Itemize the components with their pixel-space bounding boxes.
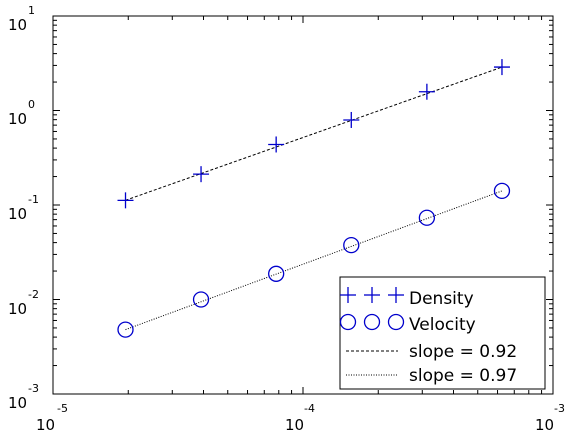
y-tick-label-2: 10 -2 (8, 288, 39, 318)
legend-item-density: Density (340, 287, 474, 309)
y-tick-label-3-base: 10 (8, 205, 27, 223)
x-tick-label-1-base: 10 (36, 416, 55, 434)
y-tick-label-5-base: 10 (8, 16, 27, 34)
legend-plus-marker-2 (364, 287, 380, 303)
y-tick-label-4-exp: 0 (28, 98, 35, 111)
velocity-point-3 (268, 265, 285, 282)
legend-label-slope-097: slope = 0.97 (409, 366, 517, 386)
y-tick-label-3: 10 -1 (8, 193, 39, 223)
axis-ticks (52, 15, 554, 395)
velocity-point-6 (493, 182, 511, 200)
legend-circle-marker-2 (363, 313, 381, 331)
x-tick-label-1: 10 -5 (36, 402, 68, 434)
legend-label-density: Density (409, 289, 474, 309)
y-tick-label-5: 10 1 (8, 4, 35, 34)
density-point-3 (268, 136, 285, 153)
density-point-1 (117, 192, 134, 209)
y-tick-label-3-exp: -1 (28, 193, 39, 206)
x-tick-label-2-exp: -4 (304, 402, 315, 415)
legend-box (339, 276, 546, 390)
density-point-2 (193, 166, 210, 183)
legend-item-slope-velocity: slope = 0.97 (346, 366, 517, 386)
x-tick-label-2-base: 10 (285, 416, 304, 434)
y-tick-label-4-base: 10 (8, 110, 27, 128)
density-point-6 (493, 59, 510, 76)
y-tick-label-1-exp: -3 (28, 382, 39, 395)
legend-label-slope-092: slope = 0.92 (409, 342, 517, 362)
legend-label-velocity: Velocity (409, 315, 476, 335)
velocity-point-1 (117, 321, 134, 338)
fit-line-velocity (125, 190, 503, 331)
velocity-point-2 (192, 291, 210, 308)
x-tick-label-3-exp: -3 (554, 402, 565, 415)
density-point-5 (418, 83, 435, 100)
x-tick-label-3: 10 -3 (535, 402, 565, 434)
x-tick-label-2: 10 -4 (285, 402, 315, 434)
legend-circle-marker-1 (339, 313, 357, 331)
y-tick-label-1-base: 10 (8, 394, 27, 412)
legend: Density Velocity slope = 0.92 slope = 0.… (339, 276, 546, 390)
y-tick-label-2-base: 10 (8, 300, 27, 318)
x-tick-label-1-exp: -5 (57, 402, 68, 415)
velocity-point-5 (418, 209, 436, 226)
legend-plus-marker-1 (340, 287, 356, 303)
legend-item-velocity: Velocity (339, 313, 476, 335)
y-tick-label-1: 10 -3 (8, 382, 39, 412)
y-tick-label-5-exp: 1 (28, 4, 35, 17)
velocity-point-4 (343, 236, 360, 254)
fit-line-density (125, 66, 503, 201)
y-tick-label-2-exp: -2 (28, 288, 39, 301)
y-tick-label-4: 10 0 (8, 98, 35, 128)
data-markers (117, 59, 511, 338)
density-point-4 (343, 111, 360, 128)
legend-item-slope-density: slope = 0.92 (346, 342, 517, 362)
legend-plus-marker-3 (388, 287, 404, 303)
fit-lines (125, 66, 503, 331)
legend-circle-marker-3 (387, 313, 405, 331)
x-tick-label-3-base: 10 (535, 416, 554, 434)
